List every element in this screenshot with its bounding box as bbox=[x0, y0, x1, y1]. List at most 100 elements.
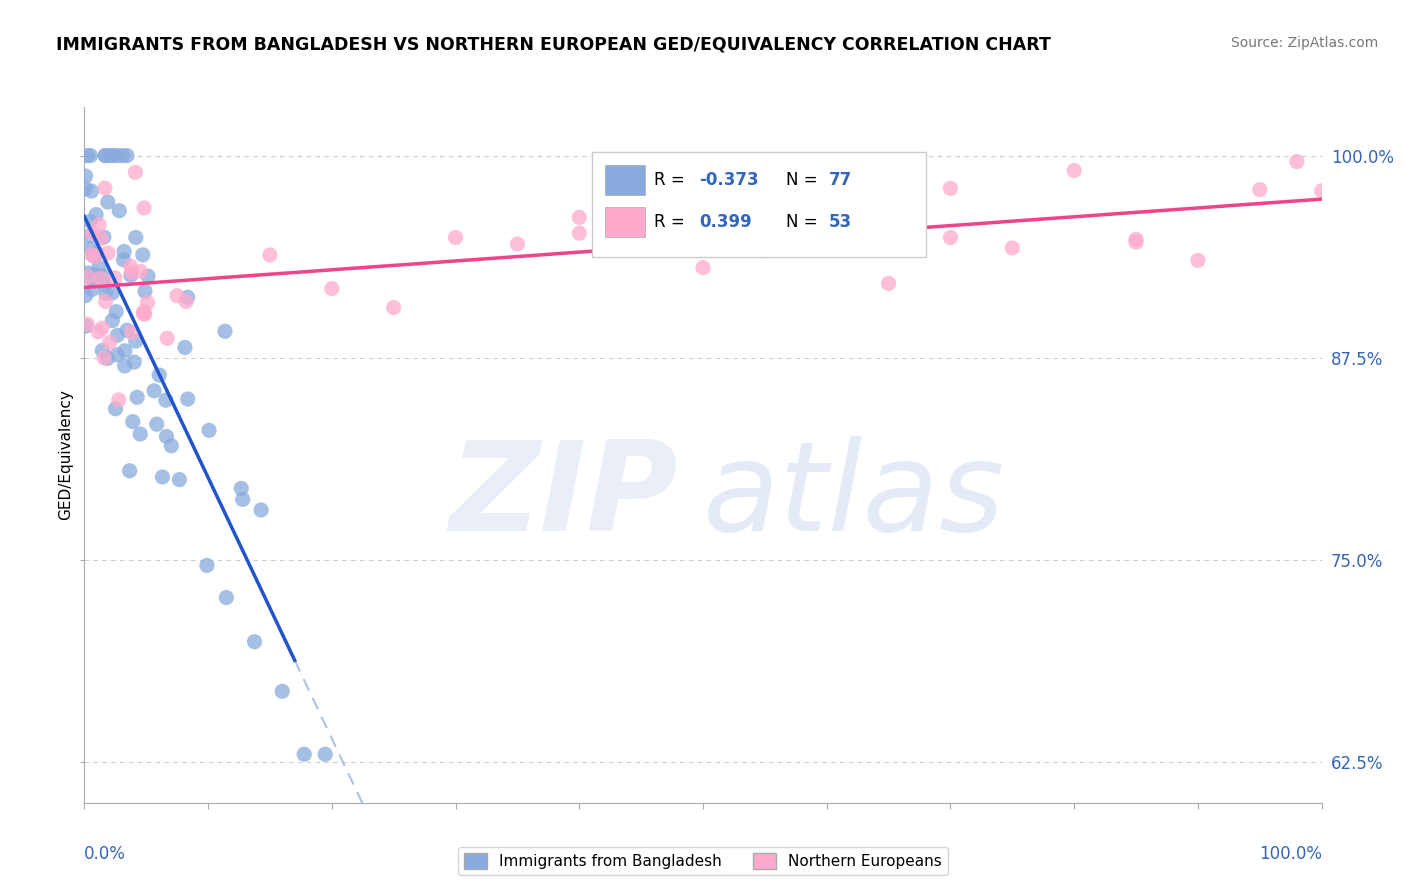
Point bbox=[382, 301, 405, 315]
Point bbox=[105, 348, 128, 362]
Point bbox=[121, 265, 143, 279]
Point bbox=[79, 271, 101, 285]
Point bbox=[101, 285, 124, 300]
Point bbox=[176, 290, 198, 304]
Text: Source: ZipAtlas.com: Source: ZipAtlas.com bbox=[1230, 36, 1378, 50]
Point bbox=[114, 343, 136, 358]
Point bbox=[243, 634, 266, 648]
Point bbox=[215, 591, 238, 605]
Text: ZIP: ZIP bbox=[450, 436, 678, 558]
Point bbox=[82, 247, 104, 261]
Legend: Immigrants from Bangladesh, Northern Europeans: Immigrants from Bangladesh, Northern Eur… bbox=[458, 847, 948, 875]
Text: R =: R = bbox=[654, 213, 695, 231]
Point bbox=[77, 270, 100, 285]
Point bbox=[75, 169, 97, 183]
Point bbox=[1310, 184, 1333, 198]
Point bbox=[121, 326, 143, 340]
Point bbox=[271, 684, 294, 698]
Point bbox=[148, 368, 170, 382]
Point bbox=[79, 228, 101, 243]
Point bbox=[630, 238, 652, 252]
Point bbox=[1001, 241, 1024, 255]
Point bbox=[815, 179, 838, 194]
Point bbox=[76, 266, 98, 280]
Point bbox=[83, 249, 105, 263]
Point bbox=[129, 427, 152, 442]
Point bbox=[1125, 235, 1147, 249]
Text: -0.373: -0.373 bbox=[699, 171, 759, 189]
Point bbox=[259, 248, 281, 262]
Point bbox=[94, 181, 117, 195]
Point bbox=[198, 423, 221, 437]
Point bbox=[93, 277, 115, 291]
Point bbox=[87, 218, 110, 232]
Point bbox=[132, 307, 155, 321]
Point bbox=[877, 277, 900, 291]
Point bbox=[112, 252, 135, 267]
Point bbox=[314, 747, 336, 762]
Point bbox=[692, 260, 714, 275]
Point bbox=[115, 323, 138, 337]
Point bbox=[1249, 183, 1271, 197]
Point bbox=[124, 165, 146, 179]
Point bbox=[93, 351, 115, 365]
Point bbox=[104, 401, 127, 416]
Point bbox=[155, 429, 177, 443]
Point bbox=[506, 237, 529, 252]
Point bbox=[939, 230, 962, 244]
Point bbox=[75, 181, 97, 195]
Text: R =: R = bbox=[654, 171, 689, 189]
Point bbox=[103, 148, 125, 162]
Text: N =: N = bbox=[786, 213, 823, 231]
Point bbox=[1285, 154, 1308, 169]
Point bbox=[132, 201, 155, 215]
Point bbox=[118, 464, 141, 478]
Point bbox=[97, 246, 120, 260]
Point bbox=[292, 747, 315, 762]
Text: 53: 53 bbox=[830, 213, 852, 231]
Text: 0.399: 0.399 bbox=[699, 213, 752, 231]
Point bbox=[94, 286, 117, 301]
Point bbox=[80, 283, 103, 297]
Point bbox=[156, 331, 179, 345]
Point bbox=[115, 148, 138, 162]
Point bbox=[132, 304, 155, 318]
Point bbox=[94, 294, 117, 309]
Point bbox=[111, 148, 134, 162]
Point bbox=[214, 324, 236, 338]
Point bbox=[195, 558, 218, 573]
Point bbox=[177, 392, 200, 406]
FancyBboxPatch shape bbox=[605, 207, 645, 237]
Point bbox=[321, 282, 343, 296]
Point bbox=[75, 288, 97, 302]
Point bbox=[166, 289, 188, 303]
Point bbox=[122, 355, 145, 369]
Point bbox=[145, 417, 167, 432]
Point bbox=[84, 208, 107, 222]
Point bbox=[231, 482, 253, 496]
Point bbox=[87, 260, 110, 274]
Point bbox=[101, 313, 124, 327]
Point bbox=[134, 307, 156, 321]
Point bbox=[86, 246, 108, 260]
Point bbox=[129, 264, 152, 278]
Point bbox=[125, 334, 148, 348]
Text: 100.0%: 100.0% bbox=[1258, 845, 1322, 863]
Point bbox=[114, 359, 136, 373]
Point bbox=[444, 230, 467, 244]
FancyBboxPatch shape bbox=[605, 165, 645, 195]
Point bbox=[90, 231, 112, 245]
Point bbox=[1063, 163, 1085, 178]
FancyBboxPatch shape bbox=[592, 153, 925, 257]
Point bbox=[132, 248, 155, 262]
Point bbox=[84, 249, 107, 263]
Point bbox=[160, 439, 183, 453]
Point bbox=[121, 415, 143, 429]
Point bbox=[98, 148, 121, 162]
Point bbox=[107, 392, 129, 407]
Point bbox=[97, 195, 120, 210]
Point bbox=[125, 230, 148, 244]
Point bbox=[96, 351, 118, 366]
Point bbox=[939, 181, 962, 195]
Point bbox=[136, 269, 159, 284]
